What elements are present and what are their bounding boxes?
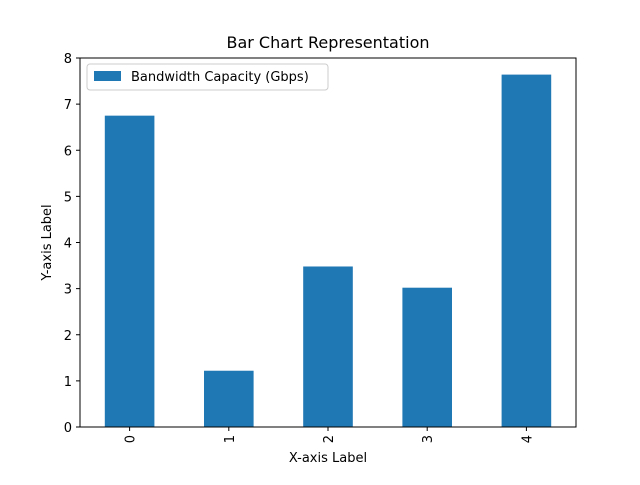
legend-swatch [94, 71, 121, 81]
y-tick-label: 2 [64, 329, 72, 344]
bar-3 [402, 287, 452, 427]
y-tick-label: 5 [64, 190, 72, 205]
bar-4 [501, 74, 552, 427]
bar-0 [104, 115, 155, 427]
y-tick-label: 0 [64, 421, 72, 436]
x-tick-label: 0 [124, 435, 139, 443]
bar-1 [204, 370, 254, 427]
legend-label: Bandwidth Capacity (Gbps) [131, 70, 309, 85]
bar-group [104, 74, 552, 427]
y-tick-label: 6 [64, 144, 72, 159]
plot-frame [79, 57, 577, 428]
legend: Bandwidth Capacity (Gbps) [86, 63, 329, 91]
bar-2 [303, 266, 353, 427]
x-tick-label: 4 [520, 435, 535, 443]
x-tick-label: 2 [322, 435, 337, 443]
y-tick-label: 8 [64, 52, 72, 67]
y-tick-label: 3 [64, 283, 72, 298]
legend-frame [86, 63, 329, 91]
y-axis-ticks: 0 1 2 3 4 5 6 7 8 [64, 52, 80, 436]
y-axis-label: Y-axis Label [40, 204, 55, 281]
x-tick-label: 1 [223, 435, 238, 443]
x-tick-label: 3 [421, 435, 436, 443]
y-tick-label: 4 [64, 237, 72, 252]
x-axis-ticks: 0 1 2 3 4 [124, 427, 535, 443]
x-axis-label: X-axis Label [289, 451, 367, 466]
y-tick-label: 1 [64, 375, 72, 390]
chart-title: Bar Chart Representation [226, 33, 429, 52]
y-tick-label: 7 [64, 98, 72, 113]
